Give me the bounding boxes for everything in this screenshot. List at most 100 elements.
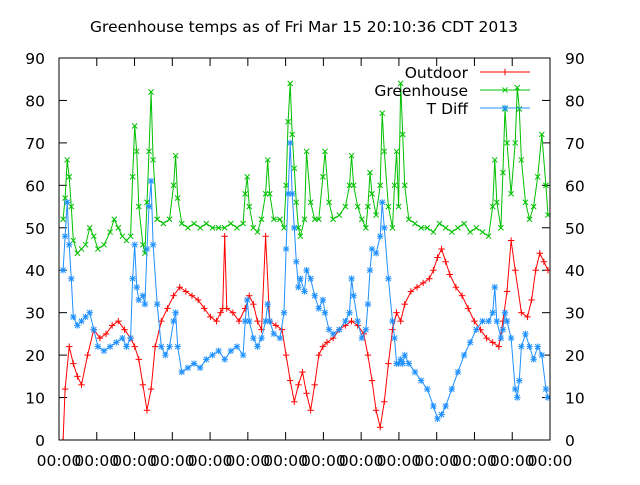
series-outdoor-point-38	[250, 300, 257, 308]
series-t-diff-point-91	[389, 317, 396, 325]
series-greenhouse-point-19	[129, 173, 136, 180]
series-greenhouse-point-109	[473, 224, 480, 231]
series-t-diff-point-74	[329, 330, 337, 338]
series-greenhouse-point-125	[526, 216, 533, 223]
series-outdoor-point-97	[536, 250, 543, 257]
series-outdoor-point-45	[282, 351, 290, 359]
series-t-diff-point-80	[354, 317, 361, 325]
series-greenhouse-point-93	[393, 148, 400, 155]
series-greenhouse-point-78	[348, 152, 355, 159]
series-greenhouse-point-97	[401, 182, 408, 189]
series-t-diff-point-122	[514, 394, 521, 401]
series-outdoor-point-96	[532, 267, 539, 274]
series-greenhouse-point-80	[354, 203, 361, 210]
series-t-diff-point-129	[538, 351, 546, 359]
series-t-diff-point-57	[280, 309, 288, 316]
series-greenhouse-point-54	[266, 190, 273, 197]
series-greenhouse-point-11	[94, 246, 101, 252]
series-t-diff-point-38	[196, 364, 204, 372]
series-greenhouse-point-103	[436, 220, 443, 227]
series-t-diff-point-50	[254, 343, 261, 350]
series-t-diff-point-104	[438, 411, 445, 418]
series-outdoor-point-16	[139, 381, 147, 389]
series-t-diff-point-114	[491, 284, 498, 291]
series-greenhouse-point-35	[178, 220, 185, 227]
plot-area-frame	[58, 57, 551, 441]
x-tick-label-8: 00:00	[339, 452, 384, 470]
series-t-diff-point-31	[166, 343, 173, 350]
series-t-diff-point-83	[364, 300, 372, 308]
series-t-diff-point-36	[184, 364, 192, 372]
series-greenhouse-point-57	[281, 224, 287, 231]
series-t-diff-point-17	[127, 334, 134, 342]
series-t-diff-point-51	[258, 334, 265, 342]
series-outdoor-point-14	[131, 343, 138, 350]
series-greenhouse-point-39	[203, 220, 210, 227]
series-t-diff-point-115	[493, 317, 501, 325]
series-outdoor-point-59	[348, 317, 355, 325]
series-t-diff-point-40	[209, 351, 216, 359]
series-greenhouse-point-32	[170, 182, 177, 189]
series-greenhouse-point-58	[283, 182, 290, 189]
series-t-diff-point-92	[391, 334, 398, 342]
series-t-diff-point-124	[518, 343, 525, 350]
series-t-diff-point-12	[100, 347, 108, 355]
series-t-diff-point-43	[227, 347, 235, 355]
series-outdoor-point-70	[397, 317, 404, 325]
series-t-diff-point-123	[516, 377, 523, 384]
series-t-diff-point-35	[178, 368, 185, 376]
series-outdoor-point-3	[70, 360, 77, 367]
series-t-diff-point-81	[358, 334, 365, 342]
y-tick-label-right-4: 40	[565, 262, 585, 280]
series-greenhouse-point-102	[430, 229, 437, 235]
x-tick-label-2: 00:00	[112, 452, 157, 470]
series-outdoor-point-78	[438, 245, 445, 253]
series-t-diff-point-16	[123, 343, 130, 350]
series-t-diff-point-62	[291, 224, 298, 231]
series-t-diff-point-47	[244, 296, 251, 304]
y-tick-label-left-6: 60	[25, 177, 45, 195]
series-outdoor-point-77	[434, 254, 441, 261]
series-t-diff-point-29	[158, 343, 165, 350]
series-outdoor-point-67	[385, 360, 392, 367]
y-tick-label-right-8: 80	[565, 92, 585, 110]
series-outdoor-point-2	[66, 343, 73, 350]
series-greenhouse-point-59	[285, 118, 292, 125]
series-greenhouse-point-26	[146, 148, 152, 155]
series-outdoor-point-66	[381, 398, 388, 405]
y-tick-label-left-9: 90	[25, 50, 45, 68]
series-outdoor-point-6	[84, 351, 91, 359]
series-outdoor-point-94	[524, 313, 531, 321]
series-t-diff-point-63	[293, 258, 300, 265]
series-greenhouse-point-40	[209, 224, 216, 231]
y-tick-label-left-3: 30	[25, 305, 45, 323]
series-outdoor-point-62	[364, 351, 372, 359]
series-greenhouse-point-14	[111, 216, 118, 223]
series-outdoor-point-36	[241, 305, 249, 312]
series-greenhouse-point-85	[369, 190, 375, 197]
series-outdoor-point-46	[286, 377, 294, 384]
series-greenhouse-point-92	[391, 182, 398, 189]
series-outdoor-point-48	[295, 381, 302, 389]
legend-t-diff-label: T Diff	[426, 100, 469, 118]
series-greenhouse-point-65	[297, 233, 304, 240]
series-t-diff-point-108	[460, 351, 468, 359]
series-outdoor-point-15	[135, 356, 142, 363]
series-t-diff-point-64	[295, 284, 302, 291]
y-tick-label-left-7: 70	[25, 135, 45, 153]
series-greenhouse-point-82	[362, 224, 369, 231]
series-t-diff-point-99	[411, 368, 419, 376]
series-greenhouse-point-100	[418, 224, 425, 231]
series-greenhouse-point-122	[516, 106, 523, 112]
series-outdoor-point-23	[176, 284, 183, 291]
series-greenhouse-point-90	[385, 203, 392, 210]
series-outdoor-point-69	[393, 309, 400, 316]
series-t-diff-point-28	[154, 300, 161, 308]
series-outdoor-point-55	[323, 339, 331, 346]
series-greenhouse-point-127	[534, 173, 541, 180]
series-outdoor-point-76	[430, 267, 437, 274]
series-greenhouse-point-129	[542, 182, 549, 189]
series-outdoor-point-24	[182, 288, 190, 295]
series-greenhouse-point-50	[254, 229, 261, 235]
